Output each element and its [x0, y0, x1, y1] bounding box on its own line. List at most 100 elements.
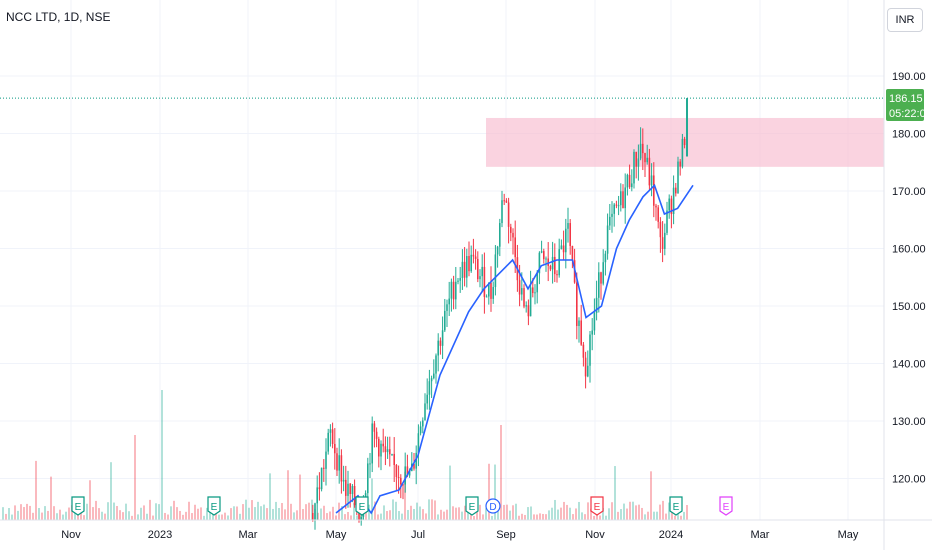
candle-body [598, 272, 600, 298]
candle-body [371, 423, 373, 464]
volume-bar [380, 513, 382, 520]
candle-body [558, 249, 560, 276]
volume-bar [14, 505, 16, 520]
candle-body [527, 305, 530, 317]
volume-bar [410, 505, 412, 520]
volume-bar [659, 504, 661, 520]
candle-body [468, 256, 470, 272]
currency-button[interactable]: INR [887, 8, 923, 32]
candle-body [419, 426, 422, 434]
candle-body [578, 320, 580, 326]
candle-body [320, 467, 323, 490]
volume-bar [53, 506, 55, 520]
candle-body [670, 198, 673, 215]
volume-bar [128, 511, 130, 520]
event-marker-label: D [489, 502, 496, 513]
candle-body [312, 513, 314, 521]
candle-body [406, 466, 409, 476]
volume-bar [269, 473, 271, 520]
volume-bar [26, 503, 28, 520]
time-tick-label: May [838, 529, 859, 541]
candle-body [479, 276, 481, 280]
candle-body [404, 466, 406, 485]
candle-body [650, 175, 653, 186]
candle-body [686, 98, 688, 157]
candle-body [633, 151, 635, 184]
time-tick-label: Sep [496, 529, 516, 541]
volume-bar [335, 515, 337, 520]
candle-body [642, 143, 644, 154]
volume-bar [494, 464, 496, 520]
candle-body [446, 304, 448, 311]
volume-bar [605, 515, 607, 520]
event-marker-label: E [673, 502, 680, 513]
candle-body [617, 205, 620, 207]
symbol-title[interactable]: NCC LTD, 1D, NSE [6, 10, 110, 24]
volume-bar [497, 505, 499, 520]
candle-body [490, 282, 492, 299]
volume-bar [92, 507, 94, 520]
volume-bar [353, 502, 355, 520]
candle-body [644, 153, 646, 163]
candle-body [439, 340, 442, 346]
volume-bar [86, 503, 88, 520]
candle-body [378, 438, 380, 457]
volume-bar [374, 501, 376, 520]
candle-body [600, 272, 602, 284]
volume-bar [167, 514, 169, 520]
volume-bar [635, 505, 637, 520]
candle-body [380, 443, 382, 457]
volume-bar [611, 502, 613, 520]
earnings-marker[interactable]: E [71, 496, 85, 516]
volume-bar [665, 513, 667, 520]
candle-body [426, 394, 428, 404]
volume-bar [329, 511, 331, 520]
volume-bar [161, 390, 163, 520]
event-marker-label: E [723, 502, 730, 513]
candle-body [620, 191, 622, 206]
volume-bar [584, 514, 586, 520]
volume-bar [173, 500, 175, 520]
candlesticks [312, 98, 688, 530]
volume-bar [218, 514, 220, 520]
candle-body [571, 245, 574, 261]
volume-bar [623, 503, 625, 520]
volume-bar [644, 514, 646, 520]
earnings-marker[interactable]: E [355, 496, 369, 516]
earnings-marker[interactable]: E [207, 496, 221, 516]
earnings-marker[interactable]: E [719, 496, 733, 516]
candle-body [336, 453, 338, 471]
candle-body [664, 232, 666, 249]
volume-bar [38, 508, 40, 520]
volume-bar [620, 509, 622, 520]
candle-body [457, 280, 459, 282]
candle-body [536, 273, 538, 293]
candle-body [655, 205, 657, 208]
volume-bar [485, 508, 487, 520]
candle-body [360, 516, 362, 520]
volume-bar [284, 509, 286, 520]
volume-bars [2, 390, 688, 520]
volume-bar [185, 511, 187, 520]
volume-bar [566, 504, 568, 520]
candle-body [463, 261, 466, 278]
candle-body [523, 288, 525, 307]
candle-body [580, 320, 582, 345]
earnings-marker[interactable]: E [669, 496, 683, 516]
volume-bar [230, 508, 232, 520]
volume-bar [350, 515, 352, 520]
volume-bar [545, 514, 547, 520]
volume-bar [275, 501, 277, 520]
earnings-marker[interactable]: E [465, 496, 479, 516]
moving-average-line [335, 183, 694, 515]
volume-bar [386, 511, 388, 520]
volume-bar [437, 514, 439, 520]
dividend-marker[interactable]: D [485, 498, 501, 514]
candle-body [496, 246, 499, 255]
volume-bar [650, 471, 652, 520]
volume-bar [242, 504, 244, 520]
earnings-marker[interactable]: E [590, 496, 604, 516]
volume-bar [686, 505, 688, 520]
